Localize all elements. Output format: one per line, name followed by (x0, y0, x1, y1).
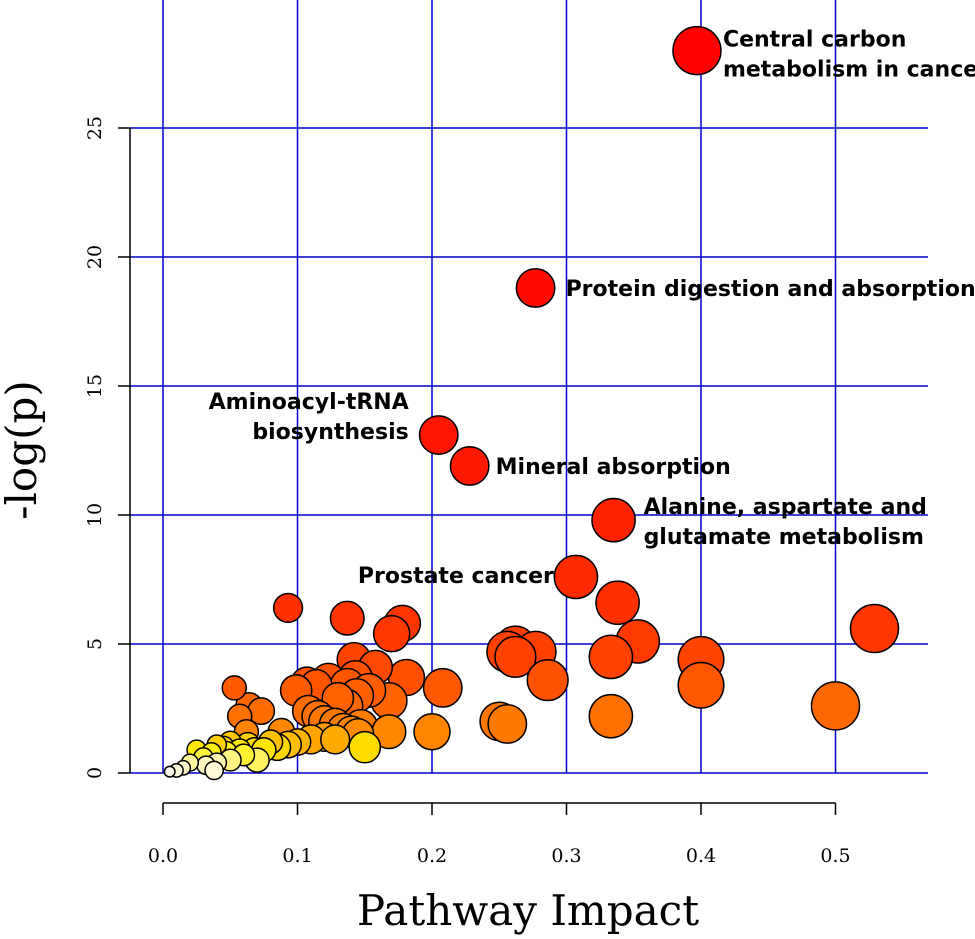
x-axis-title: Pathway Impact (357, 886, 699, 935)
y-axis-title: -log(p) (0, 380, 46, 519)
y-tick-label-2: 10 (84, 503, 106, 527)
data-point-16 (494, 635, 537, 679)
data-point-84 (163, 765, 176, 778)
data-point-0 (672, 25, 722, 76)
data-point-2 (418, 415, 459, 455)
data-point-82 (204, 760, 224, 781)
y-tick-label-1: 5 (84, 638, 106, 650)
data-point-50 (413, 712, 451, 751)
annotation-4-line-0: Alanine, aspartate and (644, 495, 927, 520)
annotation-0-line-0: Central carbon (723, 28, 906, 53)
y-tick-label-5: 25 (84, 116, 106, 140)
data-point-3 (449, 446, 490, 486)
y-tick-label-3: 15 (84, 374, 106, 398)
data-point-27 (677, 661, 725, 709)
x-tick-label-2: 0.2 (417, 845, 447, 867)
annotation-1-line-0: Protein digestion and absorption (566, 277, 975, 302)
data-point-37 (526, 658, 569, 702)
data-point-38 (810, 681, 861, 731)
annotation-3-line-0: Mineral absorption (496, 455, 731, 480)
annotation-layer: Central carbon metabolism in cancer Protei… (209, 28, 975, 589)
x-tick-label-5: 0.5 (820, 845, 850, 867)
axis-layer: 0 5 10 15 20 25 0.0 0.1 0.2 0.3 0.4 0.5 (84, 116, 851, 867)
data-point-58 (320, 724, 351, 755)
data-point-17 (588, 634, 634, 680)
annotation-2-line-1: biosynthesis (252, 420, 408, 445)
x-tick-label-4: 0.4 (686, 845, 716, 867)
y-tick-label-4: 20 (84, 245, 106, 269)
data-point-66 (348, 730, 382, 764)
data-point-5 (553, 554, 599, 600)
annotation-2-line-0: Aminoacyl-tRNA (209, 390, 409, 415)
x-tick-label-1: 0.1 (282, 845, 312, 867)
data-point-4 (591, 497, 636, 543)
grid-layer (130, 0, 928, 774)
data-point-46 (487, 704, 528, 744)
data-point-11 (849, 603, 900, 654)
data-point-42 (588, 693, 634, 739)
point-layer (163, 25, 900, 781)
data-point-10 (372, 614, 411, 653)
y-tick-label-0: 0 (84, 767, 106, 779)
data-point-1 (515, 268, 556, 308)
annotation-0-line-1: metabolism in cancer (723, 58, 975, 83)
x-tick-label-3: 0.3 (551, 845, 581, 867)
annotation-5-line-0: Prostate cancer (358, 564, 554, 589)
annotation-4-line-1: glutamate metabolism (644, 525, 924, 550)
data-point-7 (272, 592, 304, 624)
data-point-28 (422, 667, 463, 708)
x-tick-label-0: 0.0 (148, 845, 178, 867)
data-point-29 (221, 675, 248, 701)
data-point-6 (595, 580, 640, 626)
data-point-8 (329, 600, 365, 636)
